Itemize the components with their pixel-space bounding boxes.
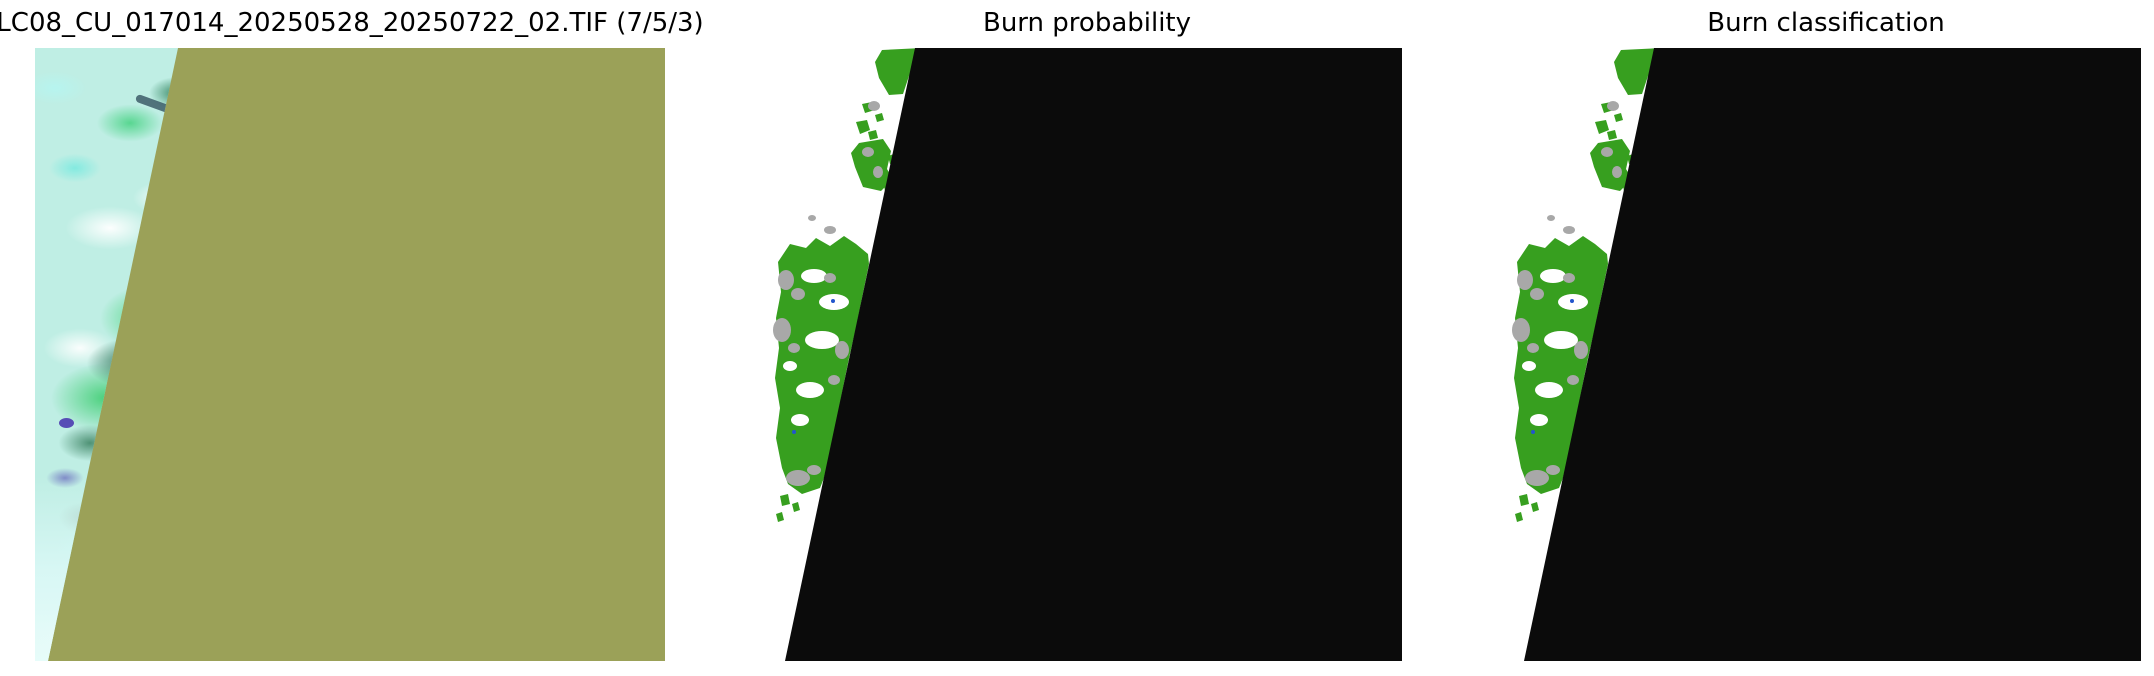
panel-burn-classification-image: [1511, 48, 2141, 661]
burn-probability-raster: [772, 48, 1402, 661]
scene-imagery-sliver: [35, 48, 179, 661]
water-blob: [59, 418, 74, 428]
panel-source-composite-image: [35, 48, 665, 661]
panel-title-burn-classification: Burn classification: [1707, 8, 1945, 38]
burn-classification-raster: [1511, 48, 2141, 661]
dark-terrain-streak: [134, 93, 174, 115]
panel-title-burn-probability: Burn probability: [982, 8, 1192, 38]
panel-title-source-composite: LC08_CU_017014_20250528_20250722_02.TIF …: [0, 8, 704, 38]
panel-burn-probability-image: [772, 48, 1402, 661]
